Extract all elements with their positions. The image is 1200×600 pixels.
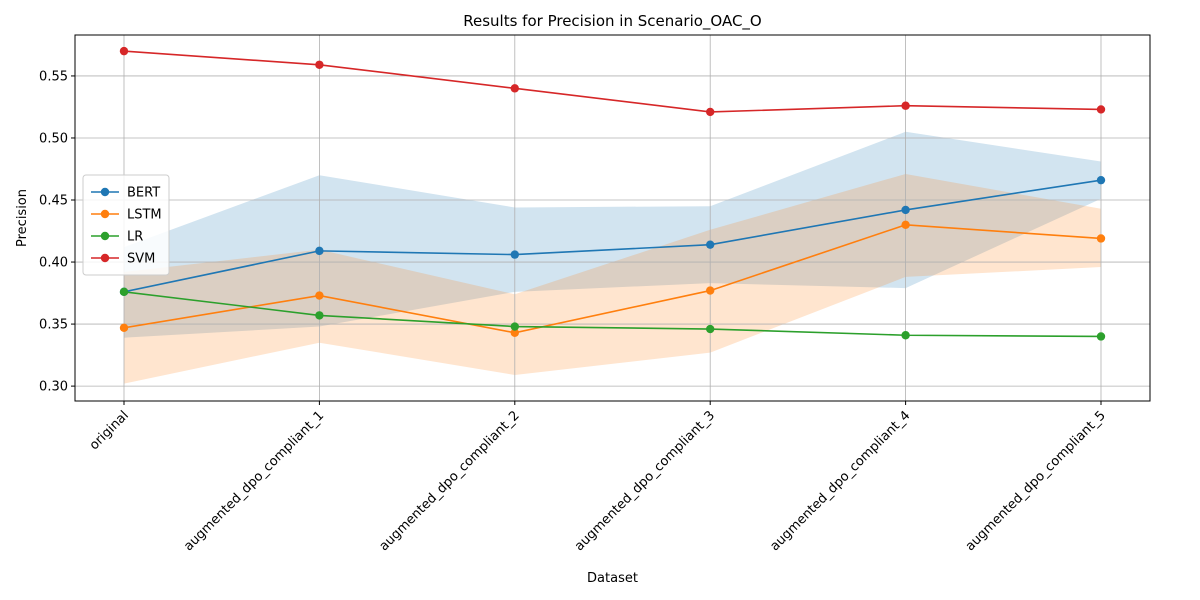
y-tick-label: 0.35 xyxy=(39,318,68,333)
x-tick-label: augmented_dpo_compliant_5 xyxy=(963,408,1109,554)
plot-frame xyxy=(74,34,1151,402)
point-svm xyxy=(315,60,324,69)
point-svm xyxy=(119,46,129,56)
point-lstm xyxy=(510,328,519,337)
legend-marker-lr xyxy=(100,231,110,241)
series-line-lr xyxy=(123,291,1102,338)
legend-label-bert: BERT xyxy=(127,186,160,201)
x-tick-label: original xyxy=(87,408,132,453)
legend-label-svm: SVM xyxy=(127,252,155,267)
x-tick-label: augmented_dpo_compliant_4 xyxy=(767,408,913,554)
point-lr xyxy=(706,324,715,334)
point-lr xyxy=(1096,332,1106,341)
series-line-bert xyxy=(123,179,1102,293)
band-lstm xyxy=(124,173,1101,384)
x-tick-label: augmented_dpo_compliant_1 xyxy=(181,408,327,554)
point-lstm xyxy=(119,323,129,332)
point-lstm xyxy=(901,220,910,230)
y-tick-label: 0.45 xyxy=(39,194,68,209)
x-axis-ticks: original augmented_dpo_compliant_1 augment… xyxy=(87,401,1109,554)
gridlines xyxy=(75,35,1150,401)
y-tick-label: 0.50 xyxy=(39,131,68,146)
confidence-bands xyxy=(124,131,1101,384)
x-tick-label: augmented_dpo_compliant_3 xyxy=(572,408,718,554)
point-lr xyxy=(901,331,910,340)
legend-marker-svm xyxy=(100,253,110,263)
point-bert xyxy=(510,250,519,259)
y-axis-ticks: 0.30 0.35 0.40 0.45 0.50 0.55 xyxy=(39,69,75,395)
point-svm xyxy=(1096,105,1106,114)
y-tick-label: 0.55 xyxy=(39,69,68,84)
series-line-lstm xyxy=(123,224,1102,334)
x-axis-label: Dataset xyxy=(587,571,638,586)
point-bert xyxy=(1096,175,1106,185)
legend-marker-bert xyxy=(100,187,110,197)
series-line-svm xyxy=(123,50,1102,113)
x-tick-label: augmented_dpo_compliant_2 xyxy=(377,408,523,554)
chart-title: Results for Precision in Scenario_OAC_O xyxy=(463,12,762,31)
y-tick-label: 0.40 xyxy=(39,256,68,271)
legend-marker-lstm xyxy=(100,209,110,219)
point-svm xyxy=(510,84,519,93)
point-lstm xyxy=(1096,234,1106,243)
point-lstm xyxy=(706,286,715,295)
point-bert xyxy=(901,205,910,215)
series-lines xyxy=(123,50,1102,338)
point-bert xyxy=(706,240,715,249)
legend-label-lstm: LSTM xyxy=(127,208,162,223)
legend-box xyxy=(82,174,170,276)
point-lr xyxy=(315,311,324,320)
point-bert xyxy=(315,246,324,256)
point-svm xyxy=(706,107,715,117)
point-lstm xyxy=(315,291,324,300)
point-svm xyxy=(901,101,910,110)
y-tick-label: 0.30 xyxy=(39,380,68,395)
legend-label-lr: LR xyxy=(127,230,143,245)
legend: BERT LSTM LR SVM xyxy=(82,174,170,276)
y-axis-label: Precision xyxy=(15,189,30,247)
band-bert xyxy=(124,131,1101,338)
point-lr xyxy=(510,322,519,331)
series-points xyxy=(119,46,1106,341)
point-lr xyxy=(119,287,129,297)
